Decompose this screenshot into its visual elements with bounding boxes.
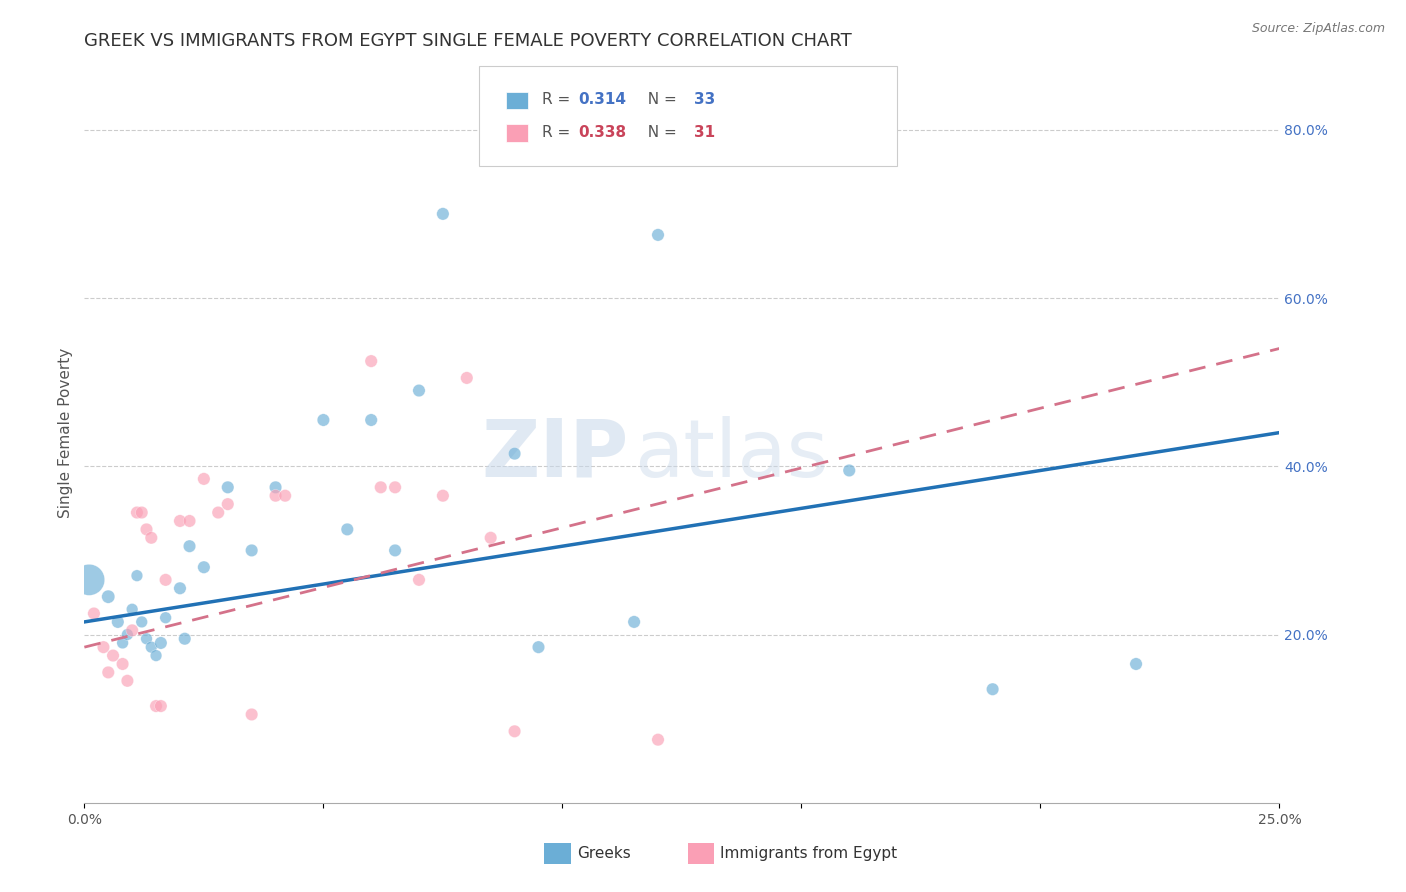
- Point: [432, 489, 454, 503]
- Point: [360, 354, 382, 368]
- Point: [207, 506, 229, 520]
- Y-axis label: Single Female Poverty: Single Female Poverty: [58, 348, 73, 517]
- Point: [77, 573, 100, 587]
- Point: [135, 632, 157, 646]
- Bar: [506, 92, 527, 109]
- Text: 31: 31: [695, 125, 716, 139]
- Bar: [688, 843, 714, 863]
- Point: [121, 602, 143, 616]
- Text: ZIP: ZIP: [481, 416, 628, 494]
- Point: [408, 573, 430, 587]
- Point: [408, 384, 430, 398]
- Point: [101, 648, 124, 663]
- Point: [503, 724, 526, 739]
- Point: [141, 531, 163, 545]
- Point: [125, 568, 148, 582]
- Point: [217, 480, 239, 494]
- Bar: [506, 124, 527, 142]
- Text: Immigrants from Egypt: Immigrants from Egypt: [720, 846, 897, 861]
- Point: [149, 699, 172, 714]
- Text: atlas: atlas: [634, 416, 828, 494]
- Point: [1125, 657, 1147, 671]
- Point: [527, 640, 550, 655]
- Bar: [544, 843, 571, 863]
- Point: [370, 480, 392, 494]
- Point: [169, 581, 191, 595]
- Point: [97, 590, 120, 604]
- Point: [479, 531, 502, 545]
- Point: [149, 636, 172, 650]
- Point: [432, 207, 454, 221]
- Point: [121, 624, 143, 638]
- Point: [131, 615, 153, 629]
- Point: [117, 627, 139, 641]
- FancyBboxPatch shape: [479, 66, 897, 166]
- Point: [264, 480, 287, 494]
- Point: [111, 636, 134, 650]
- Point: [169, 514, 191, 528]
- Text: N =: N =: [638, 92, 682, 107]
- Point: [217, 497, 239, 511]
- Point: [312, 413, 335, 427]
- Point: [155, 573, 177, 587]
- Point: [131, 506, 153, 520]
- Text: 0.338: 0.338: [578, 125, 626, 139]
- Point: [264, 489, 287, 503]
- Text: 0.314: 0.314: [578, 92, 626, 107]
- Point: [173, 632, 195, 646]
- Point: [145, 699, 167, 714]
- Point: [647, 732, 669, 747]
- Point: [97, 665, 120, 680]
- Point: [647, 227, 669, 242]
- Point: [456, 371, 478, 385]
- Point: [384, 543, 406, 558]
- Text: GREEK VS IMMIGRANTS FROM EGYPT SINGLE FEMALE POVERTY CORRELATION CHART: GREEK VS IMMIGRANTS FROM EGYPT SINGLE FE…: [84, 32, 852, 50]
- Point: [141, 640, 163, 655]
- Point: [503, 447, 526, 461]
- Text: Source: ZipAtlas.com: Source: ZipAtlas.com: [1251, 22, 1385, 36]
- Point: [274, 489, 297, 503]
- Point: [83, 607, 105, 621]
- Point: [135, 522, 157, 536]
- Text: R =: R =: [543, 125, 575, 139]
- Point: [240, 707, 263, 722]
- Text: N =: N =: [638, 125, 682, 139]
- Point: [193, 560, 215, 574]
- Point: [384, 480, 406, 494]
- Point: [145, 648, 167, 663]
- Point: [125, 506, 148, 520]
- Point: [179, 514, 201, 528]
- Point: [981, 682, 1004, 697]
- Point: [240, 543, 263, 558]
- Point: [360, 413, 382, 427]
- Point: [179, 539, 201, 553]
- Point: [111, 657, 134, 671]
- Text: 33: 33: [695, 92, 716, 107]
- Point: [193, 472, 215, 486]
- Point: [93, 640, 115, 655]
- Text: Greeks: Greeks: [576, 846, 630, 861]
- Text: R =: R =: [543, 92, 575, 107]
- Point: [336, 522, 359, 536]
- Point: [117, 673, 139, 688]
- Point: [107, 615, 129, 629]
- Point: [155, 610, 177, 624]
- Point: [838, 463, 860, 477]
- Point: [623, 615, 645, 629]
